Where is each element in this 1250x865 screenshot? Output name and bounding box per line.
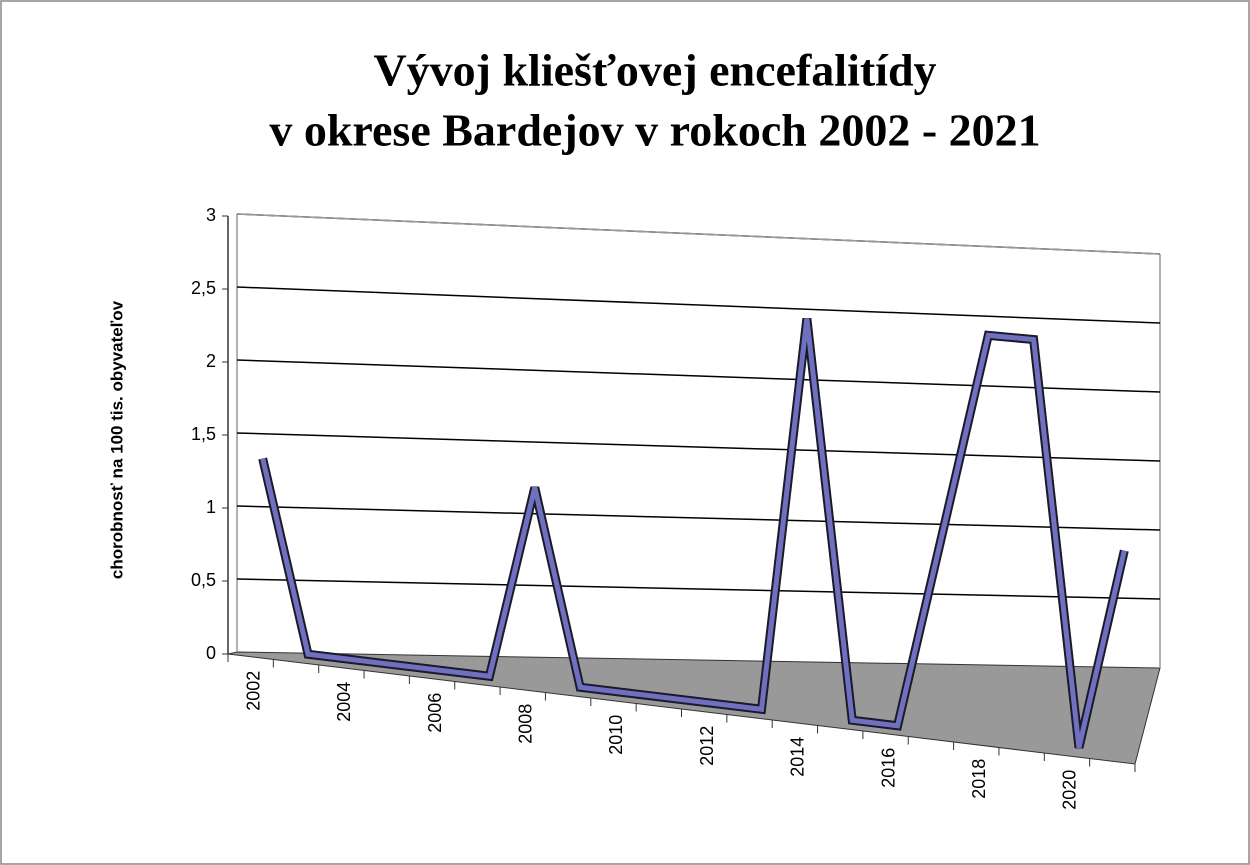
grid-line: [236, 286, 1161, 324]
y-tick-label: 1,5: [191, 424, 216, 444]
grid-line: [236, 505, 1161, 531]
x-tick-label: 2006: [425, 693, 445, 733]
grid-line: [236, 578, 1161, 600]
y-tick-label: 2,5: [191, 278, 216, 298]
y-tick-label: 1: [206, 497, 216, 517]
y-tick-label: 3: [206, 205, 216, 225]
grid-line: [236, 432, 1161, 462]
x-tick-label: 2008: [516, 704, 536, 744]
y-tick-label: 2: [206, 351, 216, 371]
x-tick-label: 2012: [697, 726, 717, 766]
grid-line: [236, 359, 1161, 393]
line: [260, 318, 1127, 749]
x-tick-label: 2004: [334, 682, 354, 722]
chart-title: Vývoj kliešťovej encefalitídy: [373, 45, 936, 96]
y-axis-label: chorobnosť na 100 tis. obyvateľov: [107, 300, 126, 579]
x-tick-label: 2018: [969, 759, 989, 799]
x-tick-label: 2010: [606, 715, 626, 755]
x-tick-label: 2002: [243, 671, 263, 711]
x-tick-label: 2016: [878, 748, 898, 788]
grid-line: [236, 213, 1161, 255]
x-tick-label: 2020: [1060, 770, 1080, 810]
x-tick-label: 2014: [788, 737, 808, 777]
chart-title: v okrese Bardejov v rokoch 2002 - 2021: [269, 105, 1040, 156]
y-tick-label: 0,5: [191, 570, 216, 590]
y-tick-label: 0: [206, 643, 216, 663]
